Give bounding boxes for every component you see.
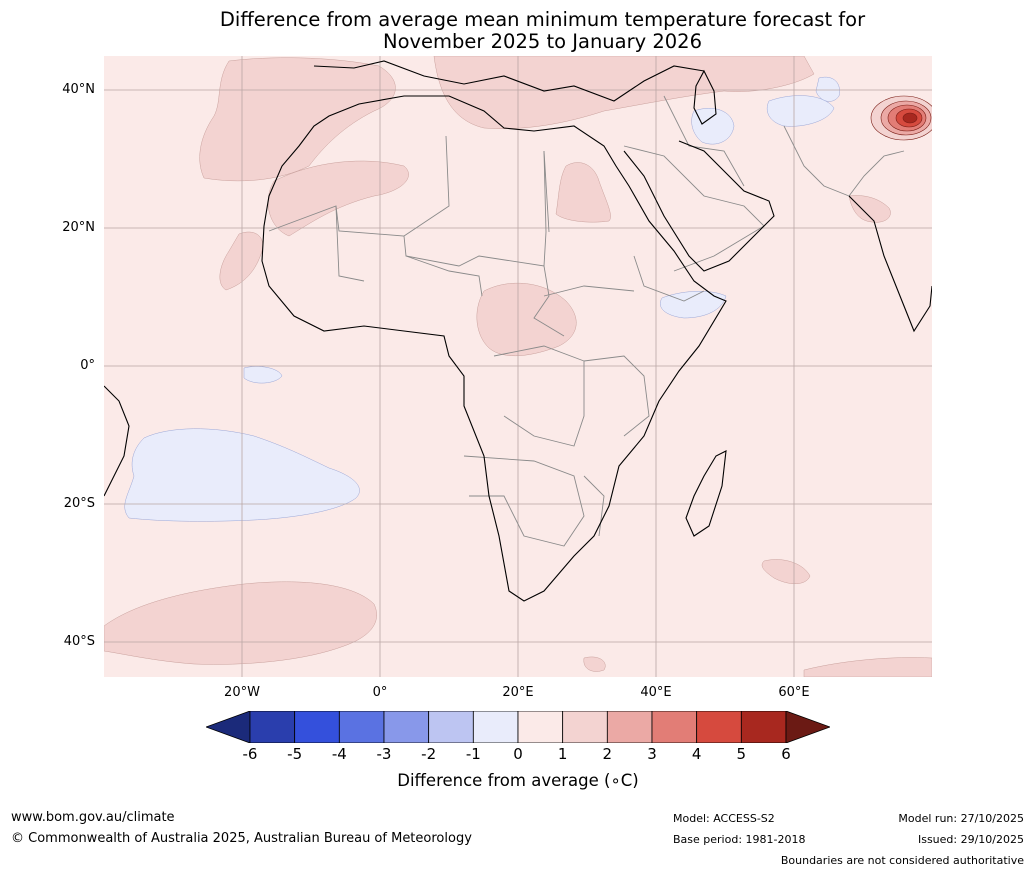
- border-mali: [335, 205, 365, 282]
- anomaly-patch-morocco-coast: [219, 231, 264, 291]
- anomaly-patch-afghanistan: [766, 95, 835, 127]
- anomaly-patch-persian-gulf: [848, 195, 891, 223]
- lat-label-20s: 20°S: [63, 496, 95, 511]
- colorbar-segment: [472, 711, 519, 743]
- colorbar-tick-label: 2: [602, 745, 613, 763]
- colorbar-tick-label: 6: [781, 745, 791, 763]
- colorbar-segment: [696, 711, 742, 743]
- border-india: [848, 150, 905, 197]
- coastlines: [104, 60, 932, 602]
- border-east-africa: [583, 355, 650, 437]
- colorbar-segment: [294, 711, 340, 743]
- colorbar-segment: [338, 711, 385, 743]
- anomaly-patch-iran: [691, 108, 735, 145]
- colorbar-tick-label: -1: [465, 745, 481, 763]
- colorbar-tick-label: 1: [557, 745, 568, 763]
- border-iran-iraq: [663, 95, 745, 187]
- border-sahel-west: [268, 150, 547, 267]
- colorbar-tick-label: 5: [736, 745, 747, 763]
- title-line-1: Difference from average mean minimum tem…: [219, 8, 866, 31]
- colorbar: [206, 711, 830, 743]
- lon-label-40e: 40°E: [640, 685, 672, 700]
- anomaly-patch-tibet-edge: [815, 76, 840, 102]
- coast-arabia: [623, 140, 775, 272]
- copyright-text: © Commonwealth of Australia 2025, Austra…: [11, 831, 472, 846]
- issued-date: Issued: 29/10/2025: [917, 833, 1024, 846]
- colorbar-segment: [383, 711, 430, 743]
- colorbar-tick-label: 3: [647, 745, 657, 763]
- anomaly-patch-southern-ocean: [104, 581, 377, 665]
- border-algeria-libya: [403, 135, 450, 237]
- colorbar-segment: [740, 711, 787, 743]
- lat-label-20n: 20°N: [62, 220, 95, 235]
- colorbar-tick-label: -5: [287, 745, 303, 763]
- anomaly-patch-south-central: [583, 656, 606, 672]
- colorbar-arrow-high: [785, 711, 830, 743]
- colorbar-label: Difference from average (∘C): [397, 771, 639, 790]
- border-ethiopia: [633, 255, 705, 302]
- coast-madagascar: [685, 450, 727, 537]
- colorbar-tick-label: -3: [376, 745, 392, 763]
- colorbar-arrow-low: [206, 711, 251, 743]
- coast-india: [848, 195, 932, 333]
- coast-africa: [261, 95, 727, 602]
- border-chad-sudan: [533, 265, 565, 337]
- chart-title: Difference from average mean minimum tem…: [150, 9, 935, 53]
- model-run-date: Model run: 27/10/2025: [898, 812, 1024, 825]
- colorbar-segment: [651, 711, 698, 743]
- lon-label-20e: 20°E: [502, 685, 534, 700]
- base-period: Base period: 1981-2018: [673, 833, 806, 846]
- forecast-map: [104, 56, 932, 677]
- border-pakistan: [783, 125, 850, 197]
- lon-label-0: 0°: [372, 685, 388, 700]
- hotspot-core: [902, 112, 918, 124]
- colorbar-segment: [562, 711, 608, 743]
- colorbar-tick-label: -6: [242, 745, 258, 763]
- graticule: [104, 56, 932, 677]
- anomaly-patch-atlantic-north: [199, 57, 396, 182]
- coast-brazil: [104, 385, 130, 497]
- lon-label-20w: 20°W: [224, 685, 260, 700]
- coast-europe: [313, 60, 705, 102]
- border-arabia: [623, 145, 765, 272]
- border-libya-egypt: [543, 150, 550, 233]
- model-name: Model: ACCESS-S2: [673, 812, 775, 825]
- anomaly-patch-gulf-of-guinea: [243, 366, 283, 384]
- anomaly-patch-south-east: [803, 657, 932, 677]
- website-link[interactable]: www.bom.gov.au/climate: [11, 810, 175, 825]
- anomaly-patch-arabian-sea: [761, 559, 811, 584]
- colorbar-tick-label: -2: [421, 745, 437, 763]
- anomaly-patch-central-africa: [476, 282, 577, 357]
- country-borders: [268, 95, 905, 547]
- colorbar-tick-label: 0: [513, 745, 523, 763]
- colorbar-tick-label: -4: [331, 745, 347, 763]
- colorbar-segment: [517, 711, 564, 743]
- title-line-2: November 2025 to January 2026: [383, 30, 702, 53]
- coast-caspian: [693, 69, 717, 125]
- anomaly-patch-egypt: [555, 162, 611, 223]
- lon-label-60e: 60°E: [778, 685, 810, 700]
- colorbar-segment: [606, 711, 653, 743]
- lat-label-40n: 40°N: [62, 82, 95, 97]
- colorbar-segments: [206, 711, 830, 743]
- border-niger-nigeria: [405, 255, 483, 297]
- colorbar-segment: [428, 711, 474, 743]
- colorbar-tick-label: 4: [691, 745, 702, 763]
- colorbar-segment: [249, 711, 296, 743]
- anomaly-warm-patches: [104, 56, 932, 677]
- border-sudan-ss: [543, 285, 635, 297]
- anomaly-hotspot-tibet: [870, 95, 932, 141]
- border-southern-africa: [463, 455, 585, 547]
- boundaries-disclaimer: Boundaries are not considered authoritat…: [780, 854, 1024, 867]
- lat-label-40s: 40°S: [63, 634, 95, 649]
- border-drc: [493, 345, 585, 447]
- lat-label-0: 0°: [80, 358, 95, 373]
